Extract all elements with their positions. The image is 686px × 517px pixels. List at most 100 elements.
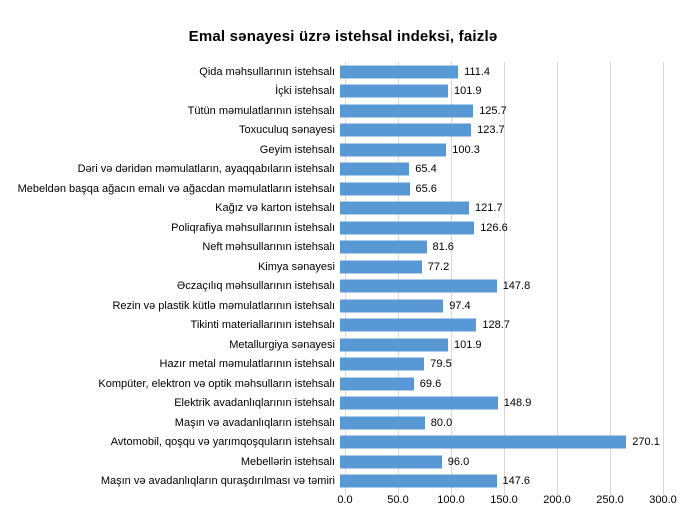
value-label: 270.1 [632,436,660,449]
bar[interactable] [340,338,448,352]
value-label: 121.7 [475,202,503,215]
bar[interactable] [340,221,475,235]
value-label: 65.6 [415,182,437,195]
category-label: İçki istehsalı [275,85,335,98]
bar[interactable] [340,201,469,215]
bar-row: Kimya sənayesi 77.2 [0,257,686,277]
category-label: Toxuculuq sənayesi [238,124,335,137]
bar-row: Geyim istehsalı 100.3 [0,140,686,160]
bar[interactable] [340,455,442,469]
value-label: 101.9 [454,85,482,98]
bar-track: 111.4 [340,62,686,82]
category-label: Neft məhsullarının istehsalı [202,241,335,254]
gridline [610,62,611,495]
category-label: Metallurgiya sənayesi [229,338,335,351]
bar-row: Qida məhsullarının istehsalı 111.4 [0,62,686,82]
bar[interactable] [340,474,497,488]
bar-track: 147.8 [340,277,686,297]
bar-track: 65.4 [340,160,686,180]
bar[interactable] [340,104,474,118]
bar[interactable] [340,260,422,274]
gridlines [345,62,665,495]
value-label: 100.3 [452,143,480,156]
bar-track: 270.1 [340,433,686,453]
value-label: 81.6 [432,241,454,254]
bar-track: 123.7 [340,121,686,141]
value-label: 80.0 [430,416,453,429]
gridline [557,62,558,495]
bar-track: 81.6 [340,238,686,258]
bar-row: İçki istehsalı 101.9 [0,82,686,102]
bar-track: 69.6 [340,374,686,394]
value-label: 96.0 [447,455,470,468]
bar[interactable] [340,435,627,449]
x-tick-label: 200.0 [543,494,571,506]
category-label: Hazır metal məmulatlarının istehsalı [159,358,335,371]
category-label: Poliqrafiya məhsullarının istehsalı [171,221,335,234]
bar[interactable] [340,279,497,293]
bar[interactable] [340,182,410,196]
category-label: Kimya sənayesi [257,260,335,273]
bar-row: Hazır metal məmulatlarının istehsalı 79.5 [0,355,686,375]
category-label: Kağız və karton istehsalı [215,202,335,215]
gridline [663,62,664,495]
x-axis: 0.0 50.0 100.0 150.0 200.0 250.0 300.0 [337,494,676,508]
bar-row: Mebeldən başqa ağacın emalı və ağacdan m… [0,179,686,199]
bar[interactable] [340,123,472,137]
bar-row: Poliqrafiya məhsullarının istehsalı 126.6 [0,218,686,238]
bar-row: Avtomobil, qoşqu və yarımqoşquların iste… [0,433,686,453]
bar-track: 101.9 [340,335,686,355]
bar-track: 65.6 [340,179,686,199]
bar-track: 126.6 [340,218,686,238]
bar[interactable] [340,377,414,391]
bar-row: Elektrik avadanlıqlarının istehsalı 148.9 [0,394,686,414]
bar[interactable] [340,416,425,430]
x-tick-label: 300.0 [649,494,677,506]
bar[interactable] [340,318,477,332]
category-label: Geyim istehsalı [259,143,335,156]
category-label: Maşın və avadanlıqların istehsalı [174,416,335,429]
bar[interactable] [340,396,498,410]
category-label: Avtomobil, qoşqu və yarımqoşquların iste… [110,436,335,449]
category-label: Elektrik avadanlıqlarının istehsalı [174,397,335,410]
category-label: Kompüter, elektron və optik məhsulların … [98,377,335,390]
x-tick-label: 0.0 [337,494,353,506]
category-label: Maşın və avadanlıqların quraşdırılması v… [100,475,335,488]
bar-track: 80.0 [340,413,686,433]
bar[interactable] [340,299,444,313]
value-label: 101.9 [454,338,482,351]
bar-row: Metallurgiya sənayesi 101.9 [0,335,686,355]
bar-row: Toxuculuq sənayesi 123.7 [0,121,686,141]
bar-row: Kompüter, elektron və optik məhsulların … [0,374,686,394]
category-label: Tikinti materiallarının istehsalı [190,319,335,332]
gridline [451,62,452,495]
category-label: Əczaçılıq məhsullarının istehsalı [176,280,335,293]
bar[interactable] [340,162,410,176]
bar-track: 96.0 [340,452,686,472]
category-label: Tütün məmulatlarının istehsalı [187,104,335,117]
bar-track: 125.7 [340,101,686,121]
bar-row: Əczaçılıq məhsullarının istehsalı 147.8 [0,277,686,297]
x-tick-label: 50.0 [387,494,409,506]
value-label: 128.7 [482,319,510,332]
bar[interactable] [340,84,448,98]
bar-row: Tütün məmulatlarının istehsalı 125.7 [0,101,686,121]
value-label: 111.4 [464,65,490,78]
bar-row: Dəri və dəridən məmulatların, ayaqqabıla… [0,160,686,180]
category-label: Rezin və plastik kütlə məmulatlarının is… [112,299,335,312]
value-label: 65.4 [415,163,437,176]
gridline [345,62,346,495]
bar[interactable] [340,65,459,79]
bar-rows: Qida məhsullarının istehsalı 111.4 İçki is… [0,62,686,491]
bar-row: Mebellərin istehsalı 96.0 [0,452,686,472]
x-tick-label: 150.0 [490,494,518,506]
value-label: 123.7 [477,124,505,137]
bar[interactable] [340,357,425,371]
value-label: 77.2 [427,260,450,273]
bar-track: 77.2 [340,257,686,277]
bar-row: Maşın və avadanlıqların quraşdırılması v… [0,472,686,492]
bar[interactable] [340,240,427,254]
bar[interactable] [340,143,447,157]
x-tick-label: 100.0 [437,494,465,506]
